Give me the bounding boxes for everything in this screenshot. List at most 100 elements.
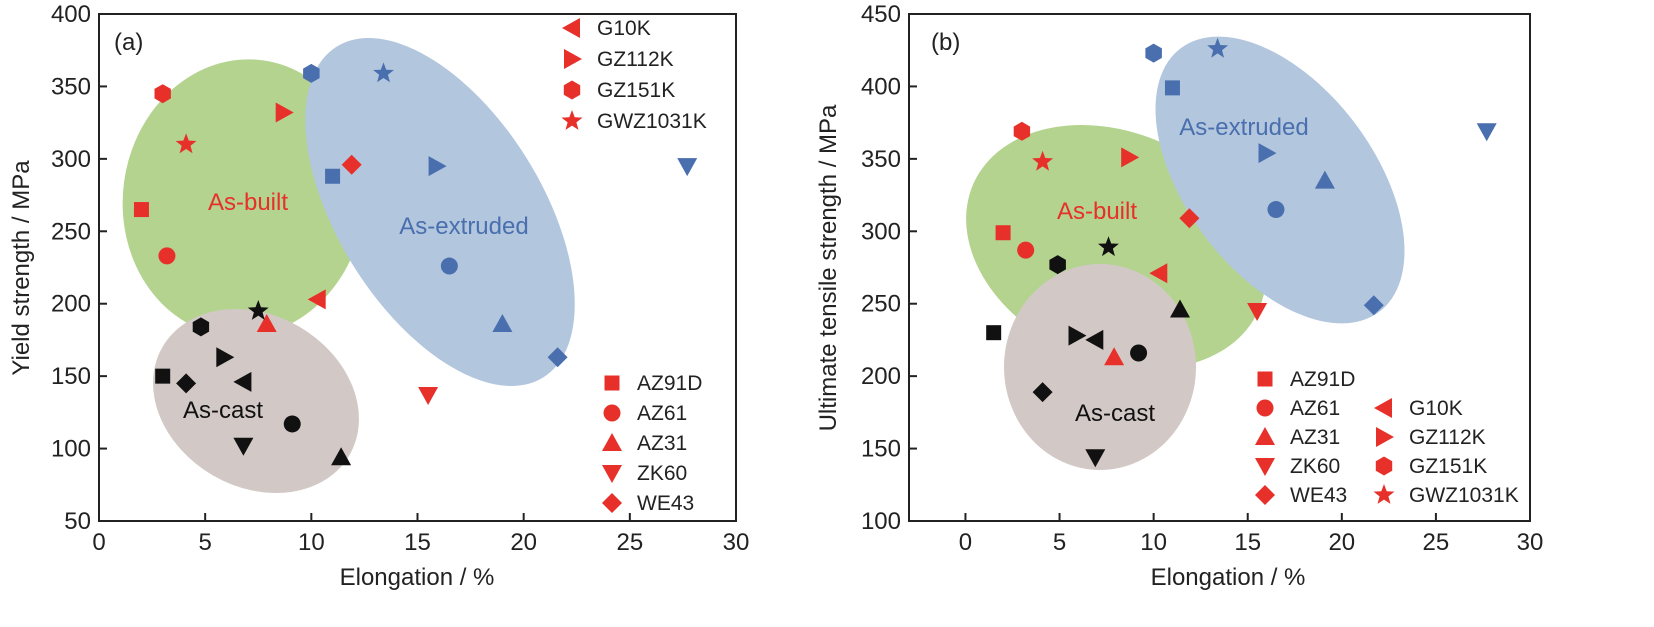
x-tick-label: 10 bbox=[1140, 529, 1167, 556]
legend-marker-gz151k bbox=[563, 80, 581, 100]
data-point-gwz1031k-as-extruded bbox=[1207, 37, 1229, 58]
legend-marker-az91d bbox=[604, 375, 620, 391]
data-point-we43-as-cast bbox=[176, 373, 197, 394]
region-ellipse-as-extruded bbox=[1155, 36, 1405, 324]
legend-marker-we43 bbox=[1255, 485, 1275, 505]
axes-b: 0 5 10 15 20 25 30 100 150 200 250 300 350 400 450 bbox=[861, 1, 1543, 556]
legend-label-we43: WE43 bbox=[637, 492, 694, 515]
x-tick-label: 25 bbox=[616, 529, 643, 556]
data-point-gz112k-as-extruded bbox=[1258, 143, 1277, 164]
data-point-az91d-as-extruded bbox=[1164, 80, 1180, 96]
data-point-az31-as-extruded bbox=[1314, 170, 1335, 189]
plot-frame-b bbox=[908, 13, 1531, 522]
legend-marker-we43 bbox=[602, 493, 622, 513]
data-point-g10k-as-cast bbox=[233, 371, 252, 392]
x-tick-label: 0 bbox=[959, 529, 972, 556]
legend-marker-gz151k bbox=[1375, 456, 1393, 476]
region-label-as-extruded: As-extruded bbox=[399, 213, 528, 240]
data-point-az91d-as-cast bbox=[155, 368, 171, 384]
data-point-az61-as-cast bbox=[1130, 344, 1148, 362]
legend-label-gz151k: GZ151K bbox=[597, 79, 675, 102]
data-points-b bbox=[986, 37, 1497, 468]
x-axis-label-b: Elongation / % bbox=[1151, 564, 1306, 591]
region-ellipse-as-cast bbox=[1004, 264, 1196, 470]
y-axis-label-a: Yield strength / MPa bbox=[8, 160, 35, 376]
x-tick-label: 20 bbox=[510, 529, 537, 556]
region-label-as-cast: As-cast bbox=[183, 397, 263, 424]
legend-b: AZ91D AZ61 AZ31 ZK60 WE43 G10K GZ112K GZ151K GWZ… bbox=[1255, 368, 1519, 507]
region-label-as-built: As-built bbox=[1057, 198, 1137, 225]
legend-marker-az31 bbox=[602, 433, 622, 451]
data-point-we43-as-built bbox=[1179, 208, 1200, 229]
legend-marker-gwz1031k bbox=[561, 110, 583, 130]
x-tick-label: 30 bbox=[1517, 529, 1544, 556]
legend-label-zk60: ZK60 bbox=[637, 462, 687, 485]
data-point-zk60-as-cast bbox=[1085, 449, 1106, 468]
data-point-az61-as-cast bbox=[283, 415, 301, 433]
y-tick-label: 200 bbox=[51, 291, 91, 318]
legend-marker-gz112k bbox=[564, 49, 582, 69]
data-point-gwz1031k-as-cast bbox=[1098, 236, 1119, 257]
legend-marker-az31 bbox=[1255, 427, 1275, 445]
legend-label-we43: WE43 bbox=[1290, 484, 1347, 507]
data-point-gz151k-as-extruded bbox=[303, 63, 320, 83]
legend-label-az31: AZ31 bbox=[637, 432, 687, 455]
data-point-gwz1031k-as-cast bbox=[247, 300, 269, 320]
legend-label-gwz1031k: GWZ1031K bbox=[597, 110, 707, 133]
data-point-gz112k-as-extruded bbox=[428, 156, 447, 177]
data-point-gz112k-as-cast bbox=[1068, 325, 1087, 346]
region-ellipse-as-extruded bbox=[305, 38, 575, 386]
y-tick-label: 350 bbox=[861, 146, 901, 173]
y-tick-label: 400 bbox=[861, 73, 901, 100]
data-point-we43-as-built bbox=[341, 154, 362, 175]
legend-marker-az61 bbox=[1256, 399, 1274, 417]
x-tick-label: 30 bbox=[723, 529, 750, 556]
region-ellipse-as-cast bbox=[153, 309, 359, 493]
legend-marker-az61 bbox=[603, 404, 621, 422]
x-tick-label: 5 bbox=[1053, 529, 1066, 556]
legend-marker-gwz1031k bbox=[1373, 484, 1395, 504]
data-point-az91d-as-extruded bbox=[325, 168, 341, 184]
data-point-gz112k-as-built bbox=[1121, 147, 1140, 168]
data-point-az61-as-extruded bbox=[440, 257, 458, 275]
legend-label-gz151k: GZ151K bbox=[1409, 455, 1487, 478]
panel-b: As-built As-extruded As-cast 0 5 10 15 20 25 3… bbox=[815, 1, 1543, 591]
x-tick-label: 15 bbox=[404, 529, 431, 556]
y-tick-label: 350 bbox=[51, 73, 91, 100]
legend-marker-g10k bbox=[562, 18, 580, 38]
data-point-zk60-as-cast bbox=[233, 437, 254, 456]
data-point-az91d-as-built bbox=[995, 225, 1011, 241]
y-tick-label: 250 bbox=[861, 291, 901, 318]
legend-label-az91d: AZ91D bbox=[1290, 368, 1355, 391]
x-tick-label: 5 bbox=[198, 529, 211, 556]
legend-a: G10K GZ112K GZ151K GWZ1031K AZ91D AZ61 AZ31 ZK6… bbox=[561, 17, 707, 515]
data-point-g10k-as-built bbox=[307, 289, 326, 310]
y-tick-label: 200 bbox=[861, 363, 901, 390]
data-point-zk60-as-built bbox=[1247, 303, 1268, 321]
y-tick-label: 300 bbox=[51, 146, 91, 173]
data-point-g10k-as-built bbox=[1149, 263, 1168, 284]
data-point-az31-as-cast bbox=[331, 447, 352, 466]
x-tick-label: 20 bbox=[1328, 529, 1355, 556]
x-tick-label: 25 bbox=[1423, 529, 1450, 556]
data-point-az31-as-built bbox=[1104, 347, 1125, 366]
legend-marker-az91d bbox=[1257, 371, 1273, 387]
data-point-zk60-as-extruded bbox=[1476, 123, 1497, 142]
legend-marker-gz112k bbox=[1376, 427, 1394, 447]
x-tick-label: 0 bbox=[92, 529, 105, 556]
data-point-gz112k-as-built bbox=[275, 102, 294, 123]
y-tick-label: 400 bbox=[51, 1, 91, 28]
data-point-gwz1031k-as-extruded bbox=[373, 62, 394, 83]
legend-label-az31: AZ31 bbox=[1290, 426, 1340, 449]
data-point-az31-as-built bbox=[256, 314, 277, 332]
y-tick-label: 250 bbox=[51, 218, 91, 245]
data-point-az61-as-extruded bbox=[1267, 201, 1285, 219]
data-point-az31-as-extruded bbox=[492, 314, 513, 332]
data-point-gz151k-as-cast bbox=[192, 317, 210, 337]
data-point-gwz1031k-as-built bbox=[175, 133, 197, 154]
region-label-as-built: As-built bbox=[208, 189, 288, 216]
y-tick-label: 300 bbox=[861, 218, 901, 245]
x-tick-label: 10 bbox=[298, 529, 325, 556]
x-tick-label: 15 bbox=[1234, 529, 1261, 556]
